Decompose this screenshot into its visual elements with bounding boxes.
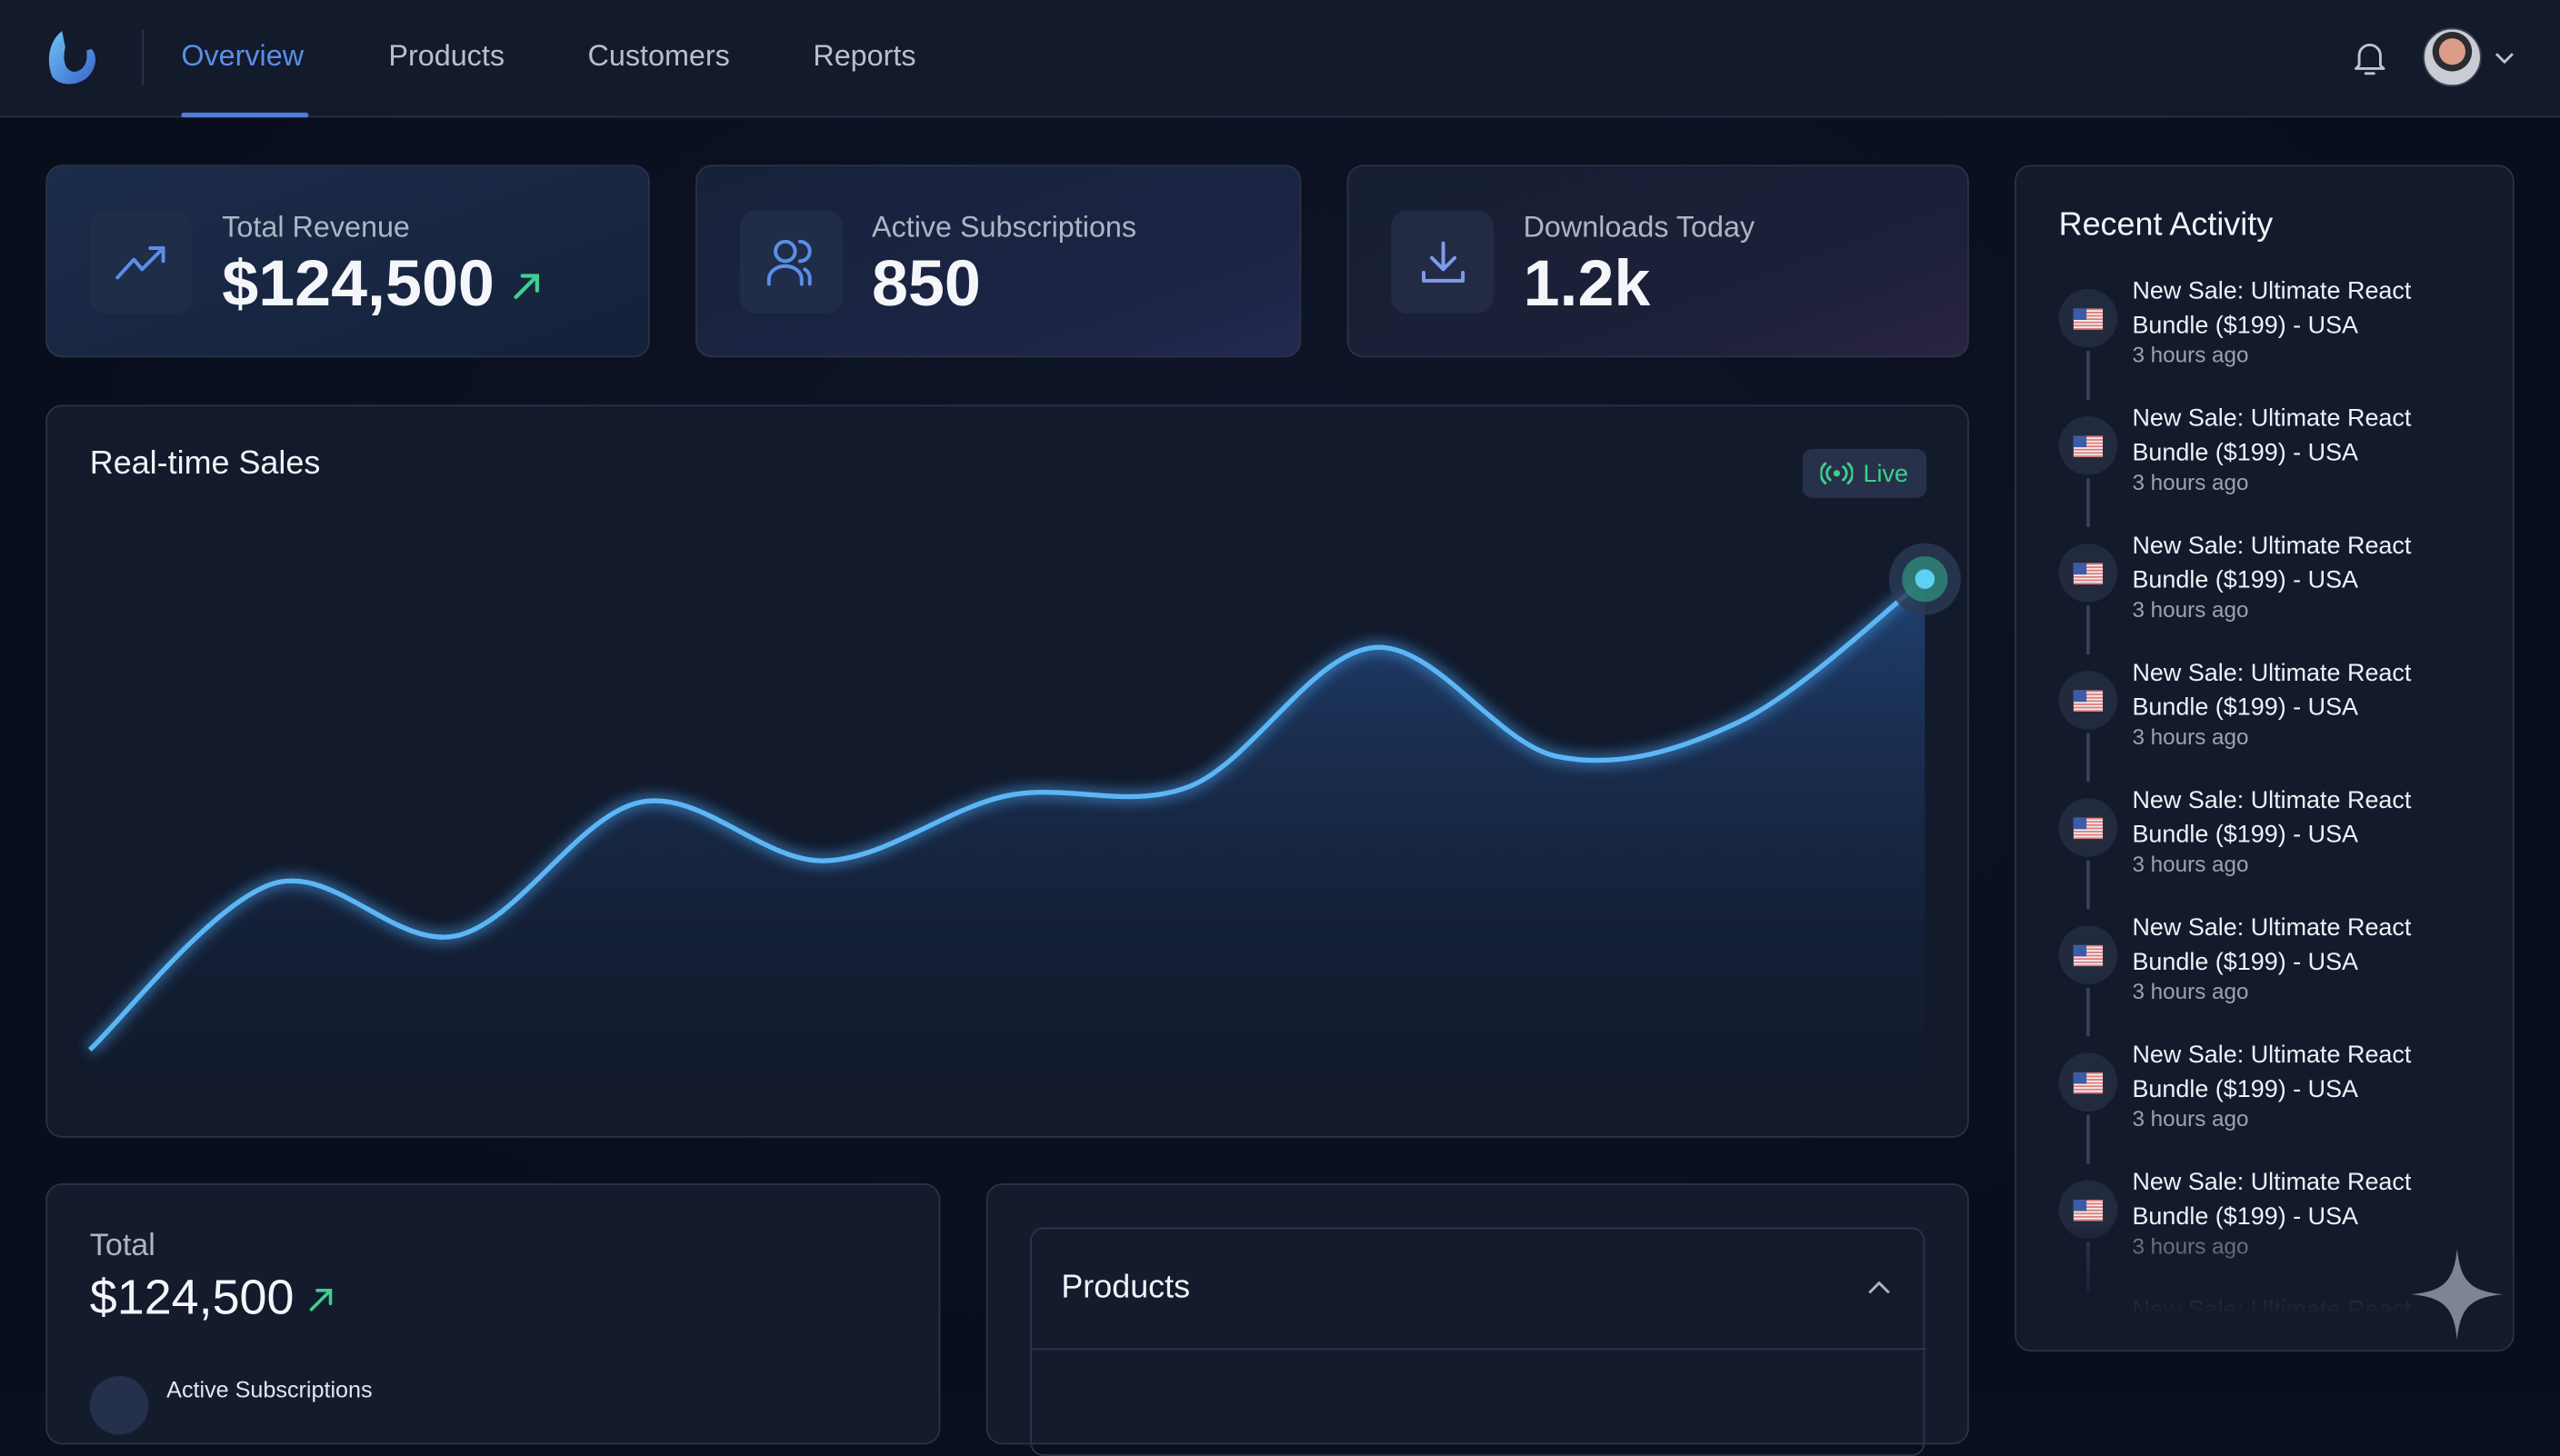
activity-text: New Sale: Ultimate React Bundle ($199) -…	[2132, 656, 2491, 724]
summary-value: $124,500	[90, 1272, 295, 1327]
activity-time: 3 hours ago	[2132, 980, 2248, 1004]
activity-time: 3 hours ago	[2132, 1107, 2248, 1132]
activity-time: 3 hours ago	[2132, 597, 2248, 622]
products-accordion-header[interactable]: Products	[1032, 1229, 1926, 1350]
subscriptions-icon	[90, 1376, 149, 1435]
activity-item[interactable]: New Sale: Ultimate React Bundle ($199) -…	[2059, 925, 2484, 1052]
tab-overview[interactable]: Overview	[181, 39, 304, 74]
stat-value: 1.2k	[1524, 248, 1651, 322]
timeline-connector	[2086, 988, 2089, 1037]
timeline-connector	[2086, 351, 2089, 400]
tab-reports[interactable]: Reports	[813, 39, 915, 74]
summary-card: Total $124,500 Active Subscriptions	[45, 1183, 940, 1444]
us-flag-icon	[2059, 671, 2118, 730]
us-flag-icon	[2059, 544, 2118, 603]
activity-time: 3 hours ago	[2132, 343, 2248, 367]
trending-up-icon	[90, 211, 193, 314]
products-accordion: Products	[1030, 1228, 1925, 1456]
activity-item[interactable]: New Sale: Ultimate React Bundle ($199) -…	[2059, 671, 2484, 798]
stat-card-total-revenue: Total Revenue $124,500	[45, 165, 649, 357]
top-nav: Overview Products Customers Reports	[0, 0, 2560, 117]
stat-card-downloads-today: Downloads Today 1.2k	[1347, 165, 1969, 357]
stat-value: $124,500	[222, 248, 495, 322]
sparkle-icon[interactable]	[2412, 1249, 2504, 1341]
chevron-up-icon[interactable]	[1868, 1280, 1891, 1296]
active-tab-indicator	[181, 113, 308, 117]
activity-text: New Sale: Ultimate React Bundle ($199) -…	[2132, 529, 2491, 597]
bell-icon[interactable]	[2353, 41, 2387, 77]
stat-label: Total Revenue	[222, 211, 410, 245]
activity-item[interactable]: New Sale: Ultimate React Bundle ($199) -…	[2059, 416, 2484, 544]
activity-text: New Sale: Ultimate React Bundle ($199) -…	[2132, 1038, 2491, 1106]
tab-customers[interactable]: Customers	[588, 39, 730, 74]
activity-item[interactable]: New Sale: Ultimate React Bundle ($199) -…	[2059, 289, 2484, 416]
activity-time: 3 hours ago	[2132, 470, 2248, 494]
summary-label: Total	[90, 1229, 155, 1265]
timeline-connector	[2086, 860, 2089, 909]
products-title: Products	[1061, 1270, 1190, 1307]
activity-item[interactable]: New Sale: Ultimate React Bundle ($199) -…	[2059, 544, 2484, 671]
divider	[142, 29, 144, 85]
activity-text: New Sale: Ultimate React Bundle ($199) -…	[2132, 274, 2491, 343]
timeline-connector	[2086, 733, 2089, 782]
us-flag-icon	[2059, 925, 2118, 984]
stat-label: Downloads Today	[1524, 211, 1755, 245]
products-card: Products	[986, 1183, 1969, 1444]
summary-sub-label: Active Subscriptions	[166, 1376, 372, 1402]
arrow-up-right-icon	[307, 1284, 336, 1313]
download-icon	[1391, 211, 1494, 314]
stat-value: 850	[872, 248, 981, 322]
realtime-sales-card: Real-time Sales Live	[45, 404, 1969, 1137]
us-flag-icon	[2059, 1052, 2118, 1112]
activity-title: Recent Activity	[2059, 207, 2274, 244]
logo-icon[interactable]	[43, 28, 102, 87]
us-flag-icon	[2059, 798, 2118, 857]
activity-item[interactable]: New Sale: Ultimate React Bundle ($199) -…	[2059, 1052, 2484, 1180]
activity-time: 3 hours ago	[2132, 852, 2248, 876]
activity-text: New Sale: Ultimate React Bundle ($199) -…	[2132, 1165, 2491, 1233]
dashboard: Overview Products Customers Reports Tota…	[0, 0, 2560, 1395]
activity-text: New Sale: Ultimate React Bundle ($199) -…	[2132, 783, 2491, 852]
chevron-down-icon[interactable]	[2495, 49, 2515, 65]
timeline-connector	[2086, 1115, 2089, 1164]
us-flag-icon	[2059, 416, 2118, 475]
activity-item[interactable]: New Sale: Ultimate React Bundle ($199) -…	[2059, 798, 2484, 925]
stat-label: Active Subscriptions	[872, 211, 1136, 245]
timeline-connector	[2086, 605, 2089, 654]
chart-area-fill	[90, 579, 1925, 1074]
activity-text: New Sale: Ultimate React Bundle ($199) -…	[2132, 911, 2491, 979]
stat-card-active-subscriptions: Active Subscriptions 850	[695, 165, 1301, 357]
live-point-marker	[1915, 569, 1935, 589]
us-flag-icon	[2059, 289, 2118, 348]
activity-text: New Sale: Ultimate React Bundle ($199) -…	[2132, 402, 2491, 470]
timeline-connector	[2086, 478, 2089, 527]
users-icon	[740, 211, 843, 314]
arrow-up-right-icon	[511, 268, 544, 301]
activity-time: 3 hours ago	[2132, 724, 2248, 749]
tab-products[interactable]: Products	[388, 39, 505, 74]
avatar[interactable]	[2423, 28, 2482, 87]
recent-activity-panel: Recent Activity New Sale: Ultimate React…	[2015, 165, 2515, 1351]
sales-chart	[47, 406, 1969, 1138]
